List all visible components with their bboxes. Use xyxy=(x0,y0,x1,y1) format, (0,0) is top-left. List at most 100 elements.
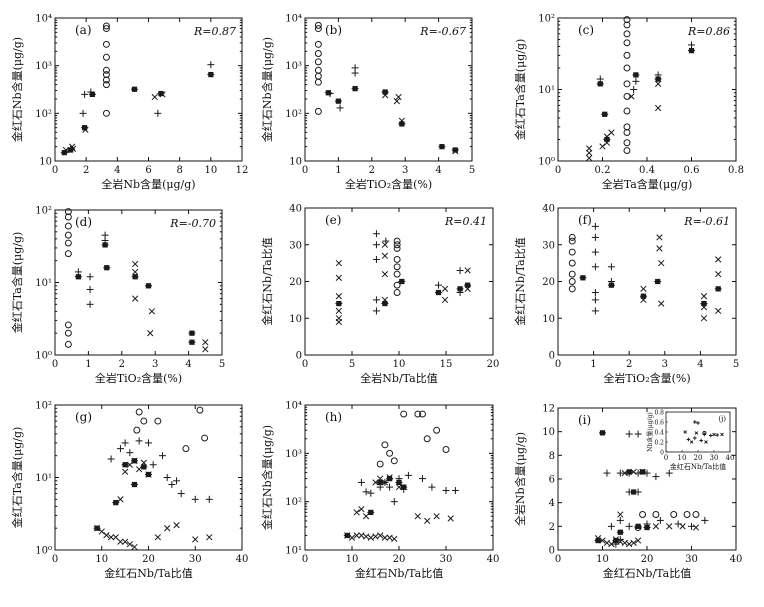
data-point-circle xyxy=(393,244,401,252)
data-point-circle xyxy=(102,22,110,30)
inset-y-tick-label: 0.6 xyxy=(654,420,664,427)
data-point-square xyxy=(630,489,638,495)
data-point-cross xyxy=(335,274,342,281)
data-point-cross xyxy=(391,535,398,543)
data-point-cross xyxy=(585,154,593,162)
data-point-cross xyxy=(640,285,647,293)
data-point-circle xyxy=(568,285,576,293)
data-point-square xyxy=(74,274,82,280)
data-point-square xyxy=(654,278,662,285)
chart-panel-b: 0 1 2 3 4 5 10 10² 10³ 10⁴ (b) R=-0.67 全岩TiO₂含量(%) 金红… xyxy=(260,14,475,192)
data-point-circle xyxy=(314,78,322,86)
inset-data-point-plus xyxy=(696,421,700,425)
data-point-circle xyxy=(393,263,401,271)
data-point-cross xyxy=(658,259,665,267)
data-point-plus xyxy=(372,241,380,249)
x-tick-label: 5 xyxy=(469,165,475,176)
data-point-circle xyxy=(102,40,110,48)
y-tick-label: 10⁰ xyxy=(35,351,52,362)
y-tick-label: 10³ xyxy=(35,61,52,72)
data-point-square xyxy=(654,76,662,82)
y-axis-label: 金红石Ta含量(μg/g) xyxy=(10,427,24,529)
inset-y-axis-label: Nb含量(μg/g) xyxy=(646,412,654,451)
data-point-circle xyxy=(102,109,110,117)
data-point-cross xyxy=(335,318,342,326)
data-point-cross xyxy=(154,534,162,541)
data-point-cross xyxy=(666,523,673,530)
data-point-cross xyxy=(621,539,628,547)
data-point-square xyxy=(634,523,642,529)
data-point-plus xyxy=(372,296,380,304)
data-points xyxy=(335,230,472,326)
inset-x-tick-label: 20 xyxy=(694,454,703,462)
data-point-square xyxy=(145,471,152,478)
x-tick-label: 15 xyxy=(440,359,453,370)
x-tick-label: 0 xyxy=(302,554,308,565)
x-tick-label: 2 xyxy=(369,165,375,176)
data-point-plus xyxy=(205,495,213,503)
data-point-circle xyxy=(64,222,72,230)
y-tick-label: 0 xyxy=(296,351,302,362)
data-points xyxy=(585,16,695,162)
data-point-circle xyxy=(314,40,322,48)
data-point-circle xyxy=(390,457,398,465)
y-tick-label: 10⁰ xyxy=(538,157,555,168)
data-point-plus xyxy=(591,289,599,297)
data-point-cross xyxy=(381,479,389,486)
y-tick-label: 10⁴ xyxy=(285,401,302,412)
data-point-plus xyxy=(336,104,344,112)
data-point-square xyxy=(145,283,153,289)
data-point-plus xyxy=(625,522,633,530)
inset-data-point-plus xyxy=(693,436,697,440)
x-tick-label: 0 xyxy=(302,165,308,176)
data-point-cross xyxy=(386,534,393,541)
chart-panel-g: 0 10 20 30 40 10⁰ 10¹ 10² (g) 金红石Nb/Ta比值 金红石Ta含量(μ… xyxy=(10,401,248,581)
x-tick-label: 20 xyxy=(142,554,155,565)
data-point-square xyxy=(343,532,351,539)
data-point-plus xyxy=(357,478,365,486)
data-point-circle xyxy=(623,16,631,24)
data-point-square xyxy=(612,537,620,544)
data-point-plus xyxy=(351,64,359,72)
data-point-cross xyxy=(362,533,370,540)
data-point-circle xyxy=(400,410,408,418)
data-point-circle xyxy=(182,445,190,453)
data-points xyxy=(594,430,709,548)
inset-x-axis-label: 金红石Nb/Ta比值 xyxy=(670,462,726,471)
data-point-plus xyxy=(81,90,89,98)
y-tick-label: 20 xyxy=(289,277,302,288)
x-tick-label: 0 xyxy=(555,359,561,370)
y-tick-label: 6 xyxy=(549,475,555,486)
data-point-plus xyxy=(404,471,412,479)
data-point-square xyxy=(130,86,138,92)
data-point-plus xyxy=(135,437,143,445)
x-tick-label: 4 xyxy=(114,165,120,176)
x-tick-label: 1 xyxy=(590,359,596,370)
plot-frame xyxy=(54,17,243,162)
inset-y-tick-label: 0.8 xyxy=(654,410,664,417)
data-point-square xyxy=(324,90,332,96)
data-point-square xyxy=(688,47,695,54)
y-axis-label: 金红石Nb含量(μg/g) xyxy=(10,37,24,142)
x-tick-label: 40 xyxy=(730,554,743,565)
inset-data-point-circle xyxy=(702,430,707,436)
x-axis-label: 全岩Ta含量(μg/g) xyxy=(602,177,693,191)
x-tick-label: 2 xyxy=(626,359,632,370)
y-tick-label: 2 xyxy=(549,522,555,533)
y-tick-label: 10² xyxy=(35,401,52,412)
data-point-plus xyxy=(191,495,199,503)
data-point-circle xyxy=(314,66,322,74)
data-point-cross xyxy=(381,252,389,259)
data-point-circle xyxy=(102,81,110,89)
chart-panel-a: 0 2 4 6 8 10 12 10 10² 10³ 10⁴ (a) R=0.87 全岩Nb含量(μg/g… xyxy=(10,14,248,192)
data-point-cross xyxy=(381,534,389,541)
panel-label: (e) xyxy=(325,213,341,227)
data-point-square xyxy=(616,529,624,535)
data-point-cross xyxy=(164,525,171,532)
data-point-circle xyxy=(393,255,401,263)
data-point-cross xyxy=(715,256,722,263)
data-point-circle xyxy=(623,123,631,131)
correlation-annotation: R=-0.67 xyxy=(419,25,466,38)
data-point-circle xyxy=(568,233,576,241)
